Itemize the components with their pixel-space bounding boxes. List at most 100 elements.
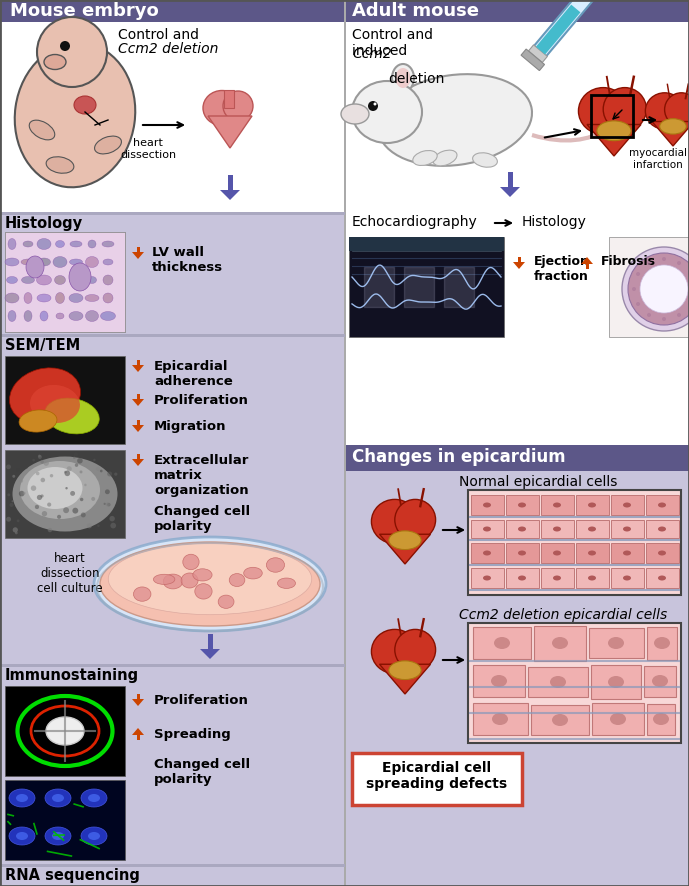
Circle shape — [80, 498, 83, 501]
Ellipse shape — [473, 152, 497, 167]
Circle shape — [100, 470, 103, 472]
Text: Ccm2: Ccm2 — [352, 47, 392, 61]
Ellipse shape — [72, 276, 81, 284]
Ellipse shape — [518, 502, 526, 508]
Circle shape — [36, 471, 39, 475]
Ellipse shape — [6, 259, 19, 265]
Ellipse shape — [553, 502, 561, 508]
Ellipse shape — [552, 714, 568, 726]
Bar — [541, 520, 574, 538]
Ellipse shape — [658, 576, 666, 580]
Bar — [506, 568, 539, 588]
Bar — [468, 490, 681, 595]
Circle shape — [105, 489, 110, 494]
Ellipse shape — [134, 587, 151, 602]
Circle shape — [114, 472, 117, 476]
Circle shape — [77, 458, 83, 463]
Bar — [591, 95, 633, 137]
Circle shape — [93, 459, 96, 461]
Bar — [541, 543, 574, 563]
Ellipse shape — [267, 558, 285, 572]
Polygon shape — [200, 649, 220, 659]
Circle shape — [647, 313, 651, 317]
Ellipse shape — [154, 574, 175, 585]
Bar — [473, 627, 531, 659]
Circle shape — [107, 471, 112, 477]
Circle shape — [70, 491, 75, 496]
Bar — [352, 753, 522, 805]
Bar — [532, 0, 595, 58]
Text: Echocardiography: Echocardiography — [352, 215, 477, 229]
Ellipse shape — [39, 310, 49, 322]
Ellipse shape — [491, 675, 507, 687]
Bar — [345, 445, 689, 471]
Bar — [536, 4, 580, 55]
Ellipse shape — [553, 550, 561, 556]
Ellipse shape — [16, 794, 28, 802]
Ellipse shape — [492, 713, 508, 725]
Circle shape — [31, 486, 37, 491]
Ellipse shape — [5, 313, 19, 319]
Circle shape — [103, 502, 106, 505]
Bar — [647, 704, 675, 735]
Ellipse shape — [45, 398, 99, 434]
Text: Ejection
fraction: Ejection fraction — [534, 255, 590, 283]
Ellipse shape — [54, 257, 67, 268]
Bar — [611, 543, 644, 563]
Ellipse shape — [94, 136, 121, 154]
Bar — [5, 356, 125, 444]
Bar — [611, 568, 644, 588]
Bar — [5, 232, 125, 332]
Ellipse shape — [28, 467, 83, 509]
Ellipse shape — [223, 91, 253, 121]
Circle shape — [8, 494, 10, 496]
Ellipse shape — [518, 526, 526, 532]
Ellipse shape — [608, 637, 624, 649]
Circle shape — [628, 253, 689, 325]
Bar — [647, 627, 677, 660]
Circle shape — [632, 287, 636, 291]
Bar — [541, 495, 574, 515]
Bar — [136, 420, 139, 425]
Circle shape — [75, 463, 79, 467]
Ellipse shape — [10, 368, 81, 424]
Bar — [5, 780, 125, 860]
Bar — [227, 175, 232, 190]
Ellipse shape — [494, 637, 510, 649]
Circle shape — [34, 505, 39, 509]
Ellipse shape — [26, 256, 44, 278]
Circle shape — [64, 470, 67, 473]
Ellipse shape — [55, 313, 65, 320]
Circle shape — [23, 463, 28, 470]
Ellipse shape — [665, 93, 689, 127]
Ellipse shape — [103, 294, 112, 302]
Ellipse shape — [193, 569, 212, 581]
Circle shape — [41, 494, 43, 498]
Ellipse shape — [652, 675, 668, 687]
Ellipse shape — [22, 292, 34, 304]
Bar — [0, 0, 345, 22]
Ellipse shape — [20, 461, 100, 519]
Text: Adult mouse: Adult mouse — [352, 2, 479, 20]
Ellipse shape — [45, 789, 71, 807]
Bar — [646, 568, 679, 588]
Ellipse shape — [52, 794, 64, 802]
Ellipse shape — [588, 502, 596, 508]
Text: Proliferation: Proliferation — [154, 394, 249, 407]
Text: RNA sequencing: RNA sequencing — [5, 868, 140, 883]
Bar — [576, 543, 609, 563]
Ellipse shape — [389, 531, 421, 549]
Polygon shape — [132, 459, 144, 466]
Ellipse shape — [588, 526, 596, 532]
Ellipse shape — [433, 150, 457, 166]
Ellipse shape — [8, 238, 16, 250]
Ellipse shape — [395, 500, 435, 540]
Ellipse shape — [70, 312, 82, 320]
Polygon shape — [380, 664, 431, 694]
Polygon shape — [132, 699, 144, 706]
Ellipse shape — [278, 578, 296, 588]
Bar — [528, 45, 547, 63]
Circle shape — [647, 261, 651, 265]
Bar — [576, 568, 609, 588]
Text: Histology: Histology — [5, 216, 83, 231]
